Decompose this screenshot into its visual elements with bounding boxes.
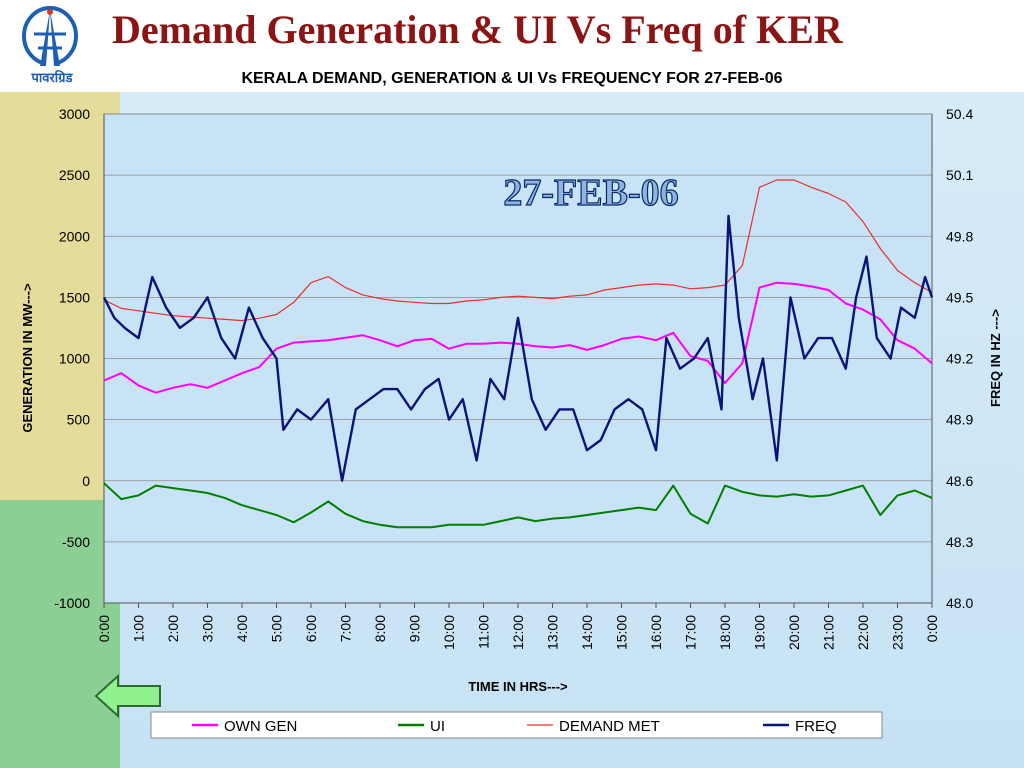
y-tick-label: 1000: [59, 351, 90, 367]
y2-tick-label: 50.1: [946, 167, 973, 183]
x-tick-label: 3:00: [200, 615, 216, 642]
x-tick-label: 14:00: [579, 615, 595, 650]
y-tick-label: 1500: [59, 289, 90, 305]
slide-title: Demand Generation & UI Vs Freq of KER: [112, 7, 843, 52]
axes: 3000 2500 2000 1500 1000 500 0 -500 -1000 50.4 50.…: [54, 106, 973, 650]
series-line-ui: [103, 482, 933, 529]
series-line-freq: [102, 214, 934, 482]
x-tick-label: 9:00: [407, 615, 423, 642]
x-tick-label: 11:00: [476, 615, 492, 649]
x-tick-label: 19:00: [752, 615, 768, 650]
x-tick-label: 1:00: [131, 615, 147, 642]
x-tick-label: 2:00: [165, 615, 181, 642]
y-tick-label: 0: [82, 473, 90, 489]
y2-tick-label: 48.6: [946, 473, 973, 489]
legend-box: [150, 711, 883, 739]
y2-tick-label: 48.3: [946, 534, 973, 550]
y-tick-label: -1000: [54, 595, 90, 611]
legend-label: OWN GEN: [224, 718, 297, 735]
powergrid-logo: पावरग्रिड: [10, 4, 94, 88]
y-tick-label: 3000: [59, 106, 90, 122]
x-tick-label: 13:00: [545, 615, 561, 650]
decorative-sidebar-green: [0, 500, 120, 768]
x-tick-label: 23:00: [890, 615, 906, 650]
x-tick-label: 0:00: [96, 615, 112, 642]
legend-label: FREQ: [795, 718, 837, 735]
x-tick-label: 15:00: [614, 615, 630, 650]
x-tick-label: 5:00: [269, 615, 285, 642]
x-tick-label: 6:00: [303, 615, 319, 642]
x-tick-label: 22:00: [855, 615, 871, 650]
y-tick-label: 2500: [59, 167, 90, 183]
y-tick-label: 2000: [59, 228, 90, 244]
y2-tick-label: 50.4: [946, 106, 973, 122]
x-tick-label: 4:00: [234, 615, 250, 642]
chart-title: KERALA DEMAND, GENERATION & UI Vs FREQUE…: [241, 70, 783, 87]
title-bar: [0, 0, 1024, 92]
y2-tick-label: 49.2: [946, 351, 973, 367]
decorative-sidebar-yellow: [0, 88, 120, 528]
left-arrow-icon: [94, 673, 161, 719]
date-annotation: 27-FEB-06: [503, 172, 678, 214]
y2-axis-label: FREQ IN HZ --->: [988, 309, 1003, 407]
x-tick-label: 10:00: [441, 615, 457, 650]
series-line-demand-met: [103, 179, 933, 322]
x-tick-label: 7:00: [338, 615, 354, 642]
legend: OWN GEN UI DEMAND MET FREQ: [192, 718, 837, 735]
x-tick-label: 0:00: [924, 615, 940, 642]
x-tick-label: 17:00: [683, 615, 699, 650]
legend-label: UI: [430, 718, 445, 735]
x-tick-label: 16:00: [648, 615, 664, 650]
x-tick-label: 20:00: [786, 615, 802, 650]
y-tick-label: 500: [67, 412, 91, 428]
back-button[interactable]: [92, 672, 164, 720]
series: [102, 179, 934, 529]
x-tick-label: 21:00: [821, 615, 837, 650]
y2-tick-label: 49.8: [946, 228, 973, 244]
legend-label: DEMAND MET: [559, 718, 660, 735]
x-tick-label: 18:00: [717, 615, 733, 650]
y-tick-label: -500: [62, 534, 90, 550]
y2-tick-label: 48.0: [946, 595, 973, 611]
x-tick-label: 12:00: [510, 615, 526, 650]
series-line-own-gen: [103, 281, 933, 394]
logo-wordmark: पावरग्रिड: [31, 70, 73, 85]
y-axis-label: GENERATION IN MW--->: [20, 283, 35, 433]
x-tick-label: 8:00: [372, 615, 388, 642]
x-axis-label: TIME IN HRS--->: [468, 679, 568, 694]
y2-tick-label: 49.5: [946, 289, 973, 305]
y2-tick-label: 48.9: [946, 412, 973, 428]
